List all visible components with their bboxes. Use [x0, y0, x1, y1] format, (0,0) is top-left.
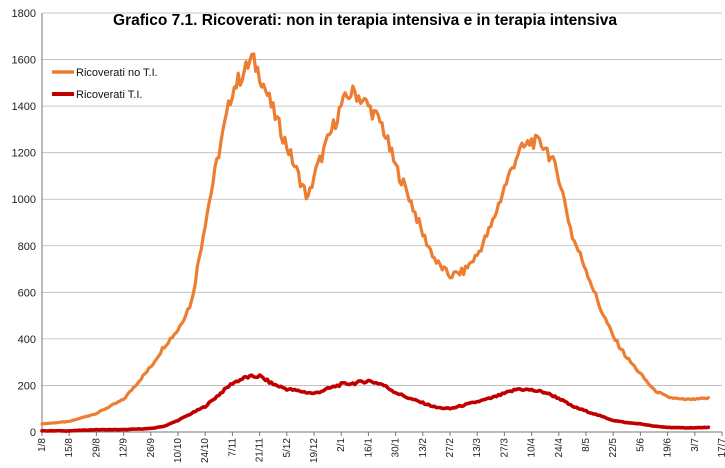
gridlines: [42, 12, 722, 433]
y-tick-label: 800: [18, 241, 36, 253]
x-tick-label: 13/3: [472, 438, 483, 458]
y-tick-label: 1000: [12, 194, 36, 206]
x-tick-label: 27/3: [499, 438, 510, 458]
x-tick-label: 15/8: [64, 438, 75, 458]
x-tick-label: 24/10: [200, 438, 211, 463]
x-tick-label: 16/1: [363, 438, 374, 458]
x-tick-label: 29/8: [91, 438, 102, 458]
x-tick-label: 5/6: [635, 438, 646, 452]
x-tick-label: 13/2: [418, 438, 429, 458]
series-line-ricoverati-ti: [40, 373, 711, 433]
series-line-ricoverati-no-ti: [40, 52, 710, 426]
legend-label: Ricoverati T.I.: [76, 89, 142, 101]
y-tick-label: 200: [18, 380, 36, 392]
legend-label: Ricoverati no T.I.: [76, 67, 158, 79]
y-tick-label: 1800: [12, 8, 36, 20]
x-tick-label: 17/7: [717, 438, 725, 458]
x-tick-label: 19/6: [663, 438, 674, 458]
x-tick-label: 22/5: [608, 438, 619, 458]
x-tick-label: 24/4: [554, 438, 565, 458]
x-tick-label: 19/12: [309, 438, 320, 463]
x-tick-label: 5/12: [282, 438, 293, 458]
x-tick-label: 1/8: [37, 438, 48, 452]
x-tick-label: 8/5: [581, 438, 592, 452]
x-tick-label: 27/2: [445, 438, 456, 458]
y-tick-label: 1400: [12, 101, 36, 113]
y-tick-label: 600: [18, 287, 36, 299]
legend: Ricoverati no T.I. Ricoverati T.I.: [52, 67, 158, 101]
x-tick-label: 10/4: [527, 438, 538, 458]
x-tick-label: 7/11: [227, 438, 238, 457]
x-tick-label: 12/9: [119, 438, 130, 458]
chart-title: Grafico 7.1. Ricoverati: non in terapia …: [113, 12, 617, 29]
x-tick-label: 26/9: [146, 438, 157, 458]
y-tick-label: 1200: [12, 148, 36, 160]
x-tick-label: 2/1: [336, 438, 347, 452]
y-tick-label: 1600: [12, 55, 36, 67]
x-tick-label: 10/10: [173, 438, 184, 463]
axes: 0 200 400 600 800 1000 1200 1400 1600 1800 1/8 15/8…: [12, 8, 725, 463]
y-tick-label: 400: [18, 334, 36, 346]
x-tick-label: 21/11: [255, 438, 266, 463]
x-tick-label: 3/7: [690, 438, 701, 452]
x-tick-label: 30/1: [391, 438, 402, 458]
series-lines: [40, 52, 711, 433]
y-tick-label: 0: [30, 427, 36, 439]
